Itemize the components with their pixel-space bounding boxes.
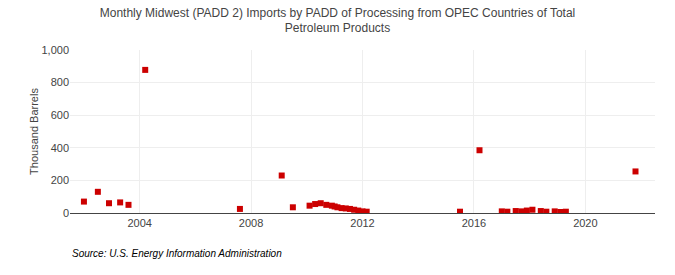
- svg-text:Source: U.S. Energy Informatio: Source: U.S. Energy Information Administ…: [72, 248, 282, 259]
- svg-text:0: 0: [63, 207, 69, 219]
- svg-text:600: 600: [51, 109, 69, 121]
- svg-text:2012: 2012: [350, 217, 374, 229]
- svg-text:2020: 2020: [573, 217, 597, 229]
- svg-text:400: 400: [51, 142, 69, 154]
- svg-text:200: 200: [51, 174, 69, 186]
- svg-text:800: 800: [51, 76, 69, 88]
- svg-text:1,000: 1,000: [41, 44, 69, 56]
- svg-text:2008: 2008: [239, 217, 263, 229]
- svg-text:Monthly Midwest (PADD 2) Impor: Monthly Midwest (PADD 2) Imports by PADD…: [100, 6, 576, 36]
- svg-text:2016: 2016: [462, 217, 486, 229]
- svg-text:Thousand Barrels: Thousand Barrels: [28, 88, 40, 175]
- svg-text:2004: 2004: [127, 217, 151, 229]
